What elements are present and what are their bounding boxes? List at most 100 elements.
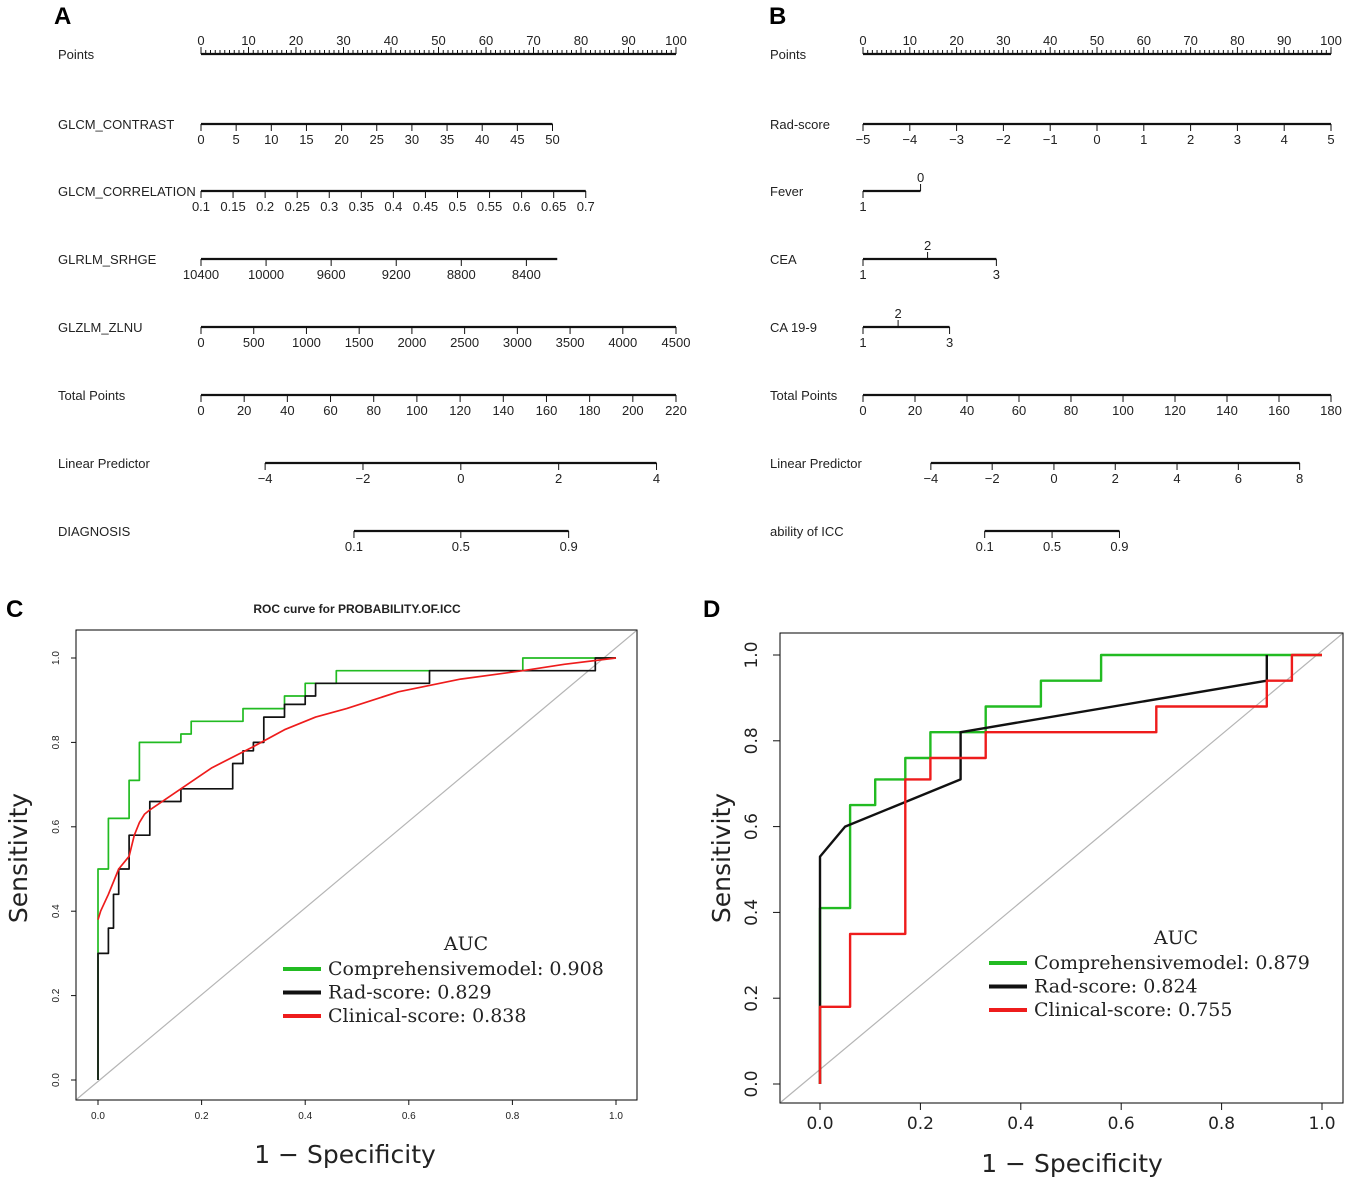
nomo-a-row-5-tick-label: 20: [237, 403, 251, 418]
roc-c-y-tick-label: 0.4: [51, 904, 62, 918]
nomo-b-row-1-label: Rad-score: [770, 117, 830, 132]
nomo-a-row-0-tick-label: 90: [621, 33, 635, 48]
nomo-b-row-0-tick-label: 60: [1137, 33, 1151, 48]
panel-letter-c: C: [6, 596, 23, 623]
nomo-a-row-4-tick-label: 2000: [397, 335, 426, 350]
roc-d-x-tick-label: 0.8: [1208, 1114, 1235, 1134]
nomo-a-row-5-tick-label: 80: [366, 403, 380, 418]
roc-c-xlabel: 1 − Specificity: [254, 1140, 436, 1169]
nomo-a-row-2-tick-label: 0.1: [192, 199, 210, 214]
nomo-b-row-1-tick-label: −5: [856, 132, 871, 147]
nomo-a-row-2-tick-label: 0.25: [285, 199, 310, 214]
nomo-a-row-0-tick-label: 40: [384, 33, 398, 48]
nomo-a-row-1-tick-label: 35: [440, 132, 454, 147]
nomo-a-row-1-tick-label: 10: [264, 132, 278, 147]
nomo-b-row-7-label: ability of ICC: [770, 524, 844, 539]
nomo-b-row-3-tick-label: 1: [859, 267, 866, 282]
nomo-b-row-4-tick-label: 3: [946, 335, 953, 350]
nomo-a-row-0-tick-label: 50: [431, 33, 445, 48]
nomo-a-row-5-tick-label: 60: [323, 403, 337, 418]
nomo-b-row-0-tick-label: 20: [949, 33, 963, 48]
roc-d-x-tick-label: 1.0: [1308, 1114, 1335, 1134]
nomo-a-row-2-tick-label: 0.6: [513, 199, 531, 214]
nomo-a-row-4-label: GLZLM_ZLNU: [58, 320, 143, 335]
nomo-a-row-0-label: Points: [58, 47, 95, 62]
nomo-b-row-6-tick-label: −2: [985, 471, 1000, 486]
nomo-b-row-1-tick-label: −1: [1043, 132, 1058, 147]
nomo-a-row-2-tick-label: 0.45: [413, 199, 438, 214]
nomo-b-row-1-tick-label: 3: [1234, 132, 1241, 147]
nomo-b-row-1-tick-label: −3: [949, 132, 964, 147]
nomo-a-row-2-tick-label: 0.15: [220, 199, 245, 214]
nomo-a-row-5-tick-label: 40: [280, 403, 294, 418]
nomo-b-row-5-tick-label: 20: [908, 403, 922, 418]
nomo-a-row-2-tick-label: 0.4: [384, 199, 402, 214]
roc-c-y-tick-label: 0.2: [51, 988, 62, 1002]
roc-c-legend-label-0: Comprehensivemodel: 0.908: [328, 958, 604, 980]
nomo-a-row-2-tick-label: 0.65: [541, 199, 566, 214]
nomo-b-row-5-tick-label: 120: [1164, 403, 1186, 418]
nomo-b-row-5-tick-label: 100: [1112, 403, 1134, 418]
nomo-a-row-1-tick-label: 20: [334, 132, 348, 147]
nomo-b-row-1-tick-label: 4: [1281, 132, 1288, 147]
roc-c-x-tick-label: 0.2: [195, 1111, 209, 1122]
roc-d-legend-label-0: Comprehensivemodel: 0.879: [1034, 952, 1310, 974]
nomo-b-row-2-label: Fever: [770, 184, 804, 199]
nomo-a-row-6-label: Linear Predictor: [58, 456, 150, 471]
nomo-a-row-3-tick-label: 8800: [447, 267, 476, 282]
nomo-a-row-1-tick-label: 40: [475, 132, 489, 147]
nomo-a-row-0-tick-label: 60: [479, 33, 493, 48]
nomo-b-row-5-tick-label: 180: [1320, 403, 1342, 418]
nomo-a-row-7-label: DIAGNOSIS: [58, 524, 131, 539]
nomo-a-row-2-tick-label: 0.3: [320, 199, 338, 214]
nomo-b-row-4-tick-label: 2: [894, 306, 901, 321]
nomo-a-row-2-tick-label: 0.35: [349, 199, 374, 214]
roc-chart-c: ROC curve for PROBABILITY.OF.ICC 1 − Spe…: [4, 602, 638, 1169]
roc-c-frame: [75, 629, 638, 1101]
nomo-a-row-7-tick-label: 0.1: [345, 539, 363, 554]
nomo-a-row-2-tick-label: 0.2: [256, 199, 274, 214]
nomo-a-row-0-tick-label: 80: [574, 33, 588, 48]
roc-d-x-tick-label: 0.0: [806, 1114, 833, 1134]
nomo-a-row-3-tick-label: 10400: [183, 267, 219, 282]
roc-c-series-0-line: [97, 657, 616, 1080]
nomo-a-row-0-tick-label: 20: [289, 33, 303, 48]
nomo-b-row-1-tick-label: −4: [902, 132, 917, 147]
roc-d-x-tick-label: 0.6: [1108, 1114, 1135, 1134]
roc-d-y-tick-label: 0.8: [742, 727, 762, 754]
nomo-b-row-6-tick-label: 6: [1235, 471, 1242, 486]
roc-d-series-1-line: [818, 655, 1269, 1084]
nomo-b-row-0-tick-label: 10: [903, 33, 917, 48]
nomo-a-row-3-label: GLRLM_SRHGE: [58, 252, 157, 267]
roc-c-x-tick-label: 0.6: [402, 1111, 416, 1122]
nomo-b-row-3-tick-label: 3: [993, 267, 1000, 282]
roc-c-reference-diagonal: [76, 630, 637, 1100]
nomo-a-row-5-tick-label: 120: [449, 403, 471, 418]
roc-d-x-tick-label: 0.2: [907, 1114, 934, 1134]
nomo-a-row-0-tick-label: 10: [241, 33, 255, 48]
nomo-b-row-6-tick-label: 0: [1050, 471, 1057, 486]
nomo-a-row-4-tick-label: 4500: [662, 335, 691, 350]
nomo-b-row-6-label: Linear Predictor: [770, 456, 862, 471]
nomo-a-row-0-tick-label: 70: [526, 33, 540, 48]
nomo-a-row-6-tick-label: 2: [555, 471, 562, 486]
roc-c-series-1-line: [97, 657, 616, 1080]
nomo-a-row-4-tick-label: 0: [197, 335, 204, 350]
nomo-a-row-5-tick-label: 140: [492, 403, 514, 418]
nomo-a-row-4-tick-label: 4000: [608, 335, 637, 350]
nomo-b-row-6-tick-label: 4: [1173, 471, 1180, 486]
nomo-b-row-0-tick-label: 100: [1320, 33, 1342, 48]
nomo-b-row-5-tick-label: 40: [960, 403, 974, 418]
nomo-b-row-0-tick-label: 80: [1230, 33, 1244, 48]
panel-letter-b: B: [769, 3, 786, 30]
roc-d-y-tick-label: 0.2: [742, 985, 762, 1012]
roc-c-legend-label-1: Rad-score: 0.829: [328, 982, 492, 1004]
nomo-a-row-4-tick-label: 1500: [345, 335, 374, 350]
roc-d-legend-title: AUC: [1153, 927, 1198, 949]
nomo-a-row-4-tick-label: 500: [243, 335, 265, 350]
nomo-b-row-0-tick-label: 30: [996, 33, 1010, 48]
roc-c-x-tick-label: 0.0: [91, 1111, 105, 1122]
nomo-a-row-6-tick-label: −4: [258, 471, 273, 486]
nomo-b-row-0-tick-label: 40: [1043, 33, 1057, 48]
